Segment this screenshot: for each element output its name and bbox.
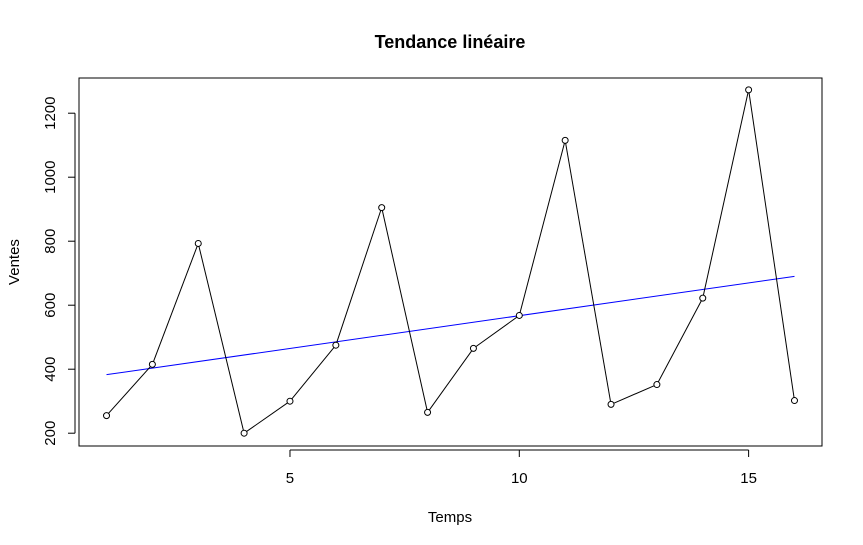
data-point xyxy=(561,136,569,144)
series-segment xyxy=(564,140,612,405)
x-tick-label: 15 xyxy=(740,470,757,487)
y-axis-label: Ventes xyxy=(6,239,23,285)
y-tick-label: 800 xyxy=(42,229,59,254)
data-point xyxy=(653,381,661,389)
data-point xyxy=(103,412,111,420)
series-segment xyxy=(335,207,383,346)
series-segment xyxy=(702,89,750,299)
series-segment xyxy=(243,400,291,434)
y-tick-label: 600 xyxy=(42,293,59,318)
series-segment xyxy=(151,243,199,365)
series-segment xyxy=(289,344,337,402)
y-tick-label: 1200 xyxy=(42,97,59,130)
data-point xyxy=(378,204,386,212)
series-segment xyxy=(473,315,520,349)
y-tick-label: 200 xyxy=(42,421,59,446)
chart-title: Tendance linéaire xyxy=(375,32,526,52)
y-tick-label: 400 xyxy=(42,357,59,382)
data-point xyxy=(745,86,753,94)
x-axis: 5 10 15 xyxy=(286,449,757,487)
series-segment xyxy=(106,364,153,416)
series-segment xyxy=(427,348,474,413)
x-tick-label: 10 xyxy=(511,470,528,487)
data-point xyxy=(194,239,202,247)
data-point xyxy=(469,344,477,352)
data-point xyxy=(424,408,432,416)
data-point xyxy=(240,429,248,437)
data-point xyxy=(607,400,615,408)
series-segment xyxy=(197,243,245,434)
data-point xyxy=(286,397,294,405)
trend-line xyxy=(106,275,795,376)
data-point xyxy=(332,341,340,349)
data-point xyxy=(515,311,523,319)
sales-series-layer xyxy=(103,86,798,437)
series-segment xyxy=(518,140,566,316)
y-tick-label: 1000 xyxy=(42,161,59,194)
x-axis-label: Temps xyxy=(428,509,472,526)
series-segment xyxy=(748,89,795,401)
series-segment xyxy=(381,207,429,413)
series-segment xyxy=(656,297,704,385)
trend-line-layer xyxy=(106,275,795,376)
y-axis: 200 400 600 800 1000 1200 xyxy=(42,97,76,446)
data-point xyxy=(148,360,156,368)
x-tick-label: 5 xyxy=(286,470,294,487)
plot-frame xyxy=(78,77,823,447)
series-segment xyxy=(610,384,658,405)
data-point xyxy=(699,294,707,302)
data-point xyxy=(790,397,798,405)
